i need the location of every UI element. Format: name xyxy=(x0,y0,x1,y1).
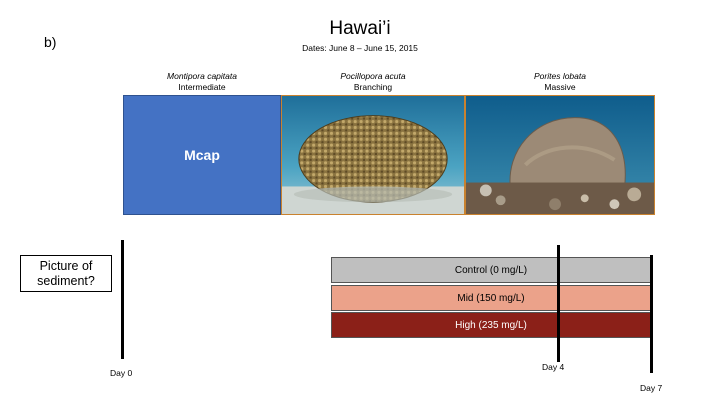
species-scientific-name: Porites lobata xyxy=(534,71,586,81)
treatment-bar-mid: Mid (150 mg/L) xyxy=(331,285,651,311)
sediment-picture-question: Picture of sediment? xyxy=(20,255,112,292)
day0-marker-line xyxy=(121,240,124,359)
species-header-pacu: Pocillopora acuta Branching xyxy=(281,71,465,93)
species-scientific-name: Montipora capitata xyxy=(167,71,237,81)
day7-marker-line xyxy=(650,255,653,373)
treatment-bar-control: Control (0 mg/L) xyxy=(331,257,651,283)
mcap-box-label: Mcap xyxy=(184,147,220,163)
mcap-placeholder-box: Mcap xyxy=(123,95,281,215)
species-morphology: Massive xyxy=(544,82,576,92)
species-header-mcap: Montipora capitata Intermediate xyxy=(110,71,294,93)
day4-label: Day 4 xyxy=(542,362,565,372)
species-morphology: Branching xyxy=(353,82,393,92)
day0-label: Day 0 xyxy=(110,368,133,378)
panel-label: b) xyxy=(44,34,57,50)
treatment-bar-high: High (235 mg/L) xyxy=(331,312,651,338)
porites-photo xyxy=(465,95,655,215)
diagram-title: Hawai’i xyxy=(329,18,391,39)
day4-marker-line xyxy=(557,245,560,362)
species-header-plob: Porites lobata Massive xyxy=(468,71,652,93)
day7-label: Day 7 xyxy=(640,383,663,393)
species-scientific-name: Pocillopora acuta xyxy=(340,71,406,81)
species-morphology: Intermediate xyxy=(178,82,226,92)
date-range: Dates: June 8 – June 15, 2015 xyxy=(302,43,418,53)
pocillopora-photo xyxy=(281,95,465,215)
